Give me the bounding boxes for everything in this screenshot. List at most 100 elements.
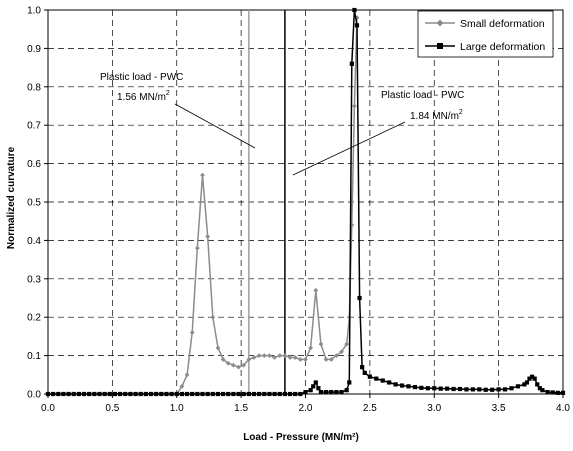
data-point xyxy=(128,391,133,397)
data-point xyxy=(393,382,398,387)
data-point xyxy=(102,391,107,397)
grid xyxy=(48,10,563,394)
data-point xyxy=(205,234,211,239)
x-axis-title: Load - Pressure (MN/m²) xyxy=(243,432,359,443)
data-point xyxy=(347,380,352,385)
data-point xyxy=(282,391,287,397)
data-point xyxy=(344,388,349,393)
data-point xyxy=(297,357,303,362)
data-point xyxy=(438,386,443,391)
data-point xyxy=(354,15,360,21)
data-point xyxy=(419,385,424,390)
data-point xyxy=(387,380,392,385)
x-tick-label: 0.0 xyxy=(41,403,55,414)
data-point xyxy=(555,390,560,395)
data-point xyxy=(195,391,200,397)
data-point xyxy=(179,391,184,397)
data-point xyxy=(51,391,56,397)
data-point xyxy=(241,362,247,368)
data-point xyxy=(200,391,205,397)
data-point xyxy=(189,330,195,335)
data-point xyxy=(334,353,339,358)
x-tick-label: 3.0 xyxy=(427,403,441,414)
data-point xyxy=(334,389,339,395)
data-point xyxy=(530,374,535,379)
data-point xyxy=(522,382,527,387)
data-point xyxy=(277,353,283,358)
data-point xyxy=(241,391,246,397)
data-point xyxy=(257,391,262,397)
data-point xyxy=(313,380,318,385)
data-point xyxy=(496,387,501,392)
data-point xyxy=(272,355,277,360)
data-point xyxy=(56,391,61,397)
annotation-2-line2: 1.84 MN/m2 xyxy=(410,109,463,122)
y-tick-label: 0.4 xyxy=(27,236,41,247)
data-point xyxy=(76,391,81,397)
data-point xyxy=(246,357,252,362)
data-point xyxy=(112,391,118,397)
x-tick-label: 2.0 xyxy=(299,403,313,414)
legend-marker-large-square-icon xyxy=(437,43,443,49)
data-point xyxy=(432,386,437,391)
data-point xyxy=(354,23,360,28)
data-point xyxy=(339,349,344,355)
data-point xyxy=(81,391,87,397)
data-point xyxy=(277,391,282,397)
annotation-1: Plastic load - PWC 1.56 MN/m2 xyxy=(100,72,256,149)
data-point xyxy=(318,341,324,347)
y-tick-label: 0.6 xyxy=(27,159,41,170)
data-point xyxy=(179,383,185,389)
data-point xyxy=(293,391,298,397)
data-point xyxy=(344,341,350,347)
y-tick-label: 0.1 xyxy=(27,351,41,362)
data-point xyxy=(287,355,293,360)
data-point xyxy=(515,384,521,389)
data-point xyxy=(226,391,231,397)
data-point xyxy=(537,386,542,391)
data-point xyxy=(339,389,344,395)
data-point xyxy=(164,391,169,397)
data-point xyxy=(231,391,236,397)
data-point xyxy=(464,387,469,392)
data-point xyxy=(169,391,174,397)
y-axis-title: Normalized curvature xyxy=(6,146,17,249)
data-point xyxy=(138,391,143,397)
y-tick-label: 0.0 xyxy=(27,390,41,401)
data-point xyxy=(61,391,66,397)
reference-lines xyxy=(248,10,286,394)
data-point xyxy=(267,391,272,397)
data-point xyxy=(316,386,321,391)
annotation-2-pointer xyxy=(292,121,406,176)
data-point xyxy=(318,389,324,395)
data-point xyxy=(535,382,540,387)
y-tick-label: 0.2 xyxy=(27,313,41,324)
data-point xyxy=(490,387,495,392)
data-point xyxy=(308,345,314,351)
data-point xyxy=(143,391,148,397)
data-point xyxy=(399,383,405,388)
legend-label-small: Small deformation xyxy=(460,18,545,30)
ticks: 0.0 0.1 0.2 0.3 0.4 0.5 0.6 0.7 0.8 0.9 1.0 0.0 0.5 1… xyxy=(27,6,570,415)
data-point xyxy=(267,353,272,358)
series xyxy=(45,7,566,397)
data-point xyxy=(133,391,138,397)
data-point xyxy=(560,390,566,395)
y-tick-label: 1.0 xyxy=(27,6,41,17)
data-point xyxy=(236,391,241,397)
data-point xyxy=(329,389,334,395)
data-point xyxy=(148,391,154,397)
data-point xyxy=(221,391,226,397)
data-point xyxy=(298,391,303,397)
series-2 xyxy=(45,7,566,397)
data-point xyxy=(287,391,293,397)
data-point xyxy=(159,391,164,397)
data-point xyxy=(118,391,123,397)
data-point xyxy=(97,391,102,397)
data-point xyxy=(92,391,97,397)
data-point xyxy=(349,61,354,66)
data-point xyxy=(107,391,112,397)
data-point xyxy=(540,388,545,393)
data-point xyxy=(367,374,372,379)
data-point xyxy=(313,287,319,293)
